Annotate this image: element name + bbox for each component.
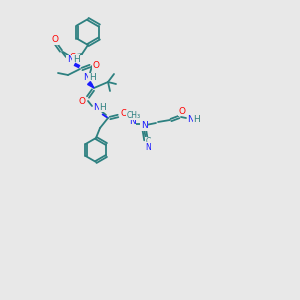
Text: N: N: [188, 116, 194, 124]
Text: O: O: [178, 106, 185, 116]
Text: O: O: [92, 61, 100, 70]
Text: CH₃: CH₃: [127, 110, 141, 119]
Polygon shape: [88, 82, 94, 88]
Text: O: O: [121, 110, 128, 118]
Text: N: N: [94, 103, 100, 112]
Text: N: N: [145, 142, 151, 152]
Text: C: C: [146, 137, 151, 146]
Text: O: O: [79, 97, 86, 106]
Text: N: N: [141, 122, 147, 130]
Text: O: O: [52, 35, 58, 44]
Text: H: H: [100, 103, 106, 112]
Text: H: H: [73, 55, 80, 64]
Text: N: N: [82, 74, 89, 82]
Text: O: O: [70, 52, 76, 62]
Text: N: N: [67, 56, 73, 64]
Text: H: H: [194, 115, 200, 124]
Text: H: H: [88, 74, 95, 82]
Text: N: N: [129, 118, 135, 127]
